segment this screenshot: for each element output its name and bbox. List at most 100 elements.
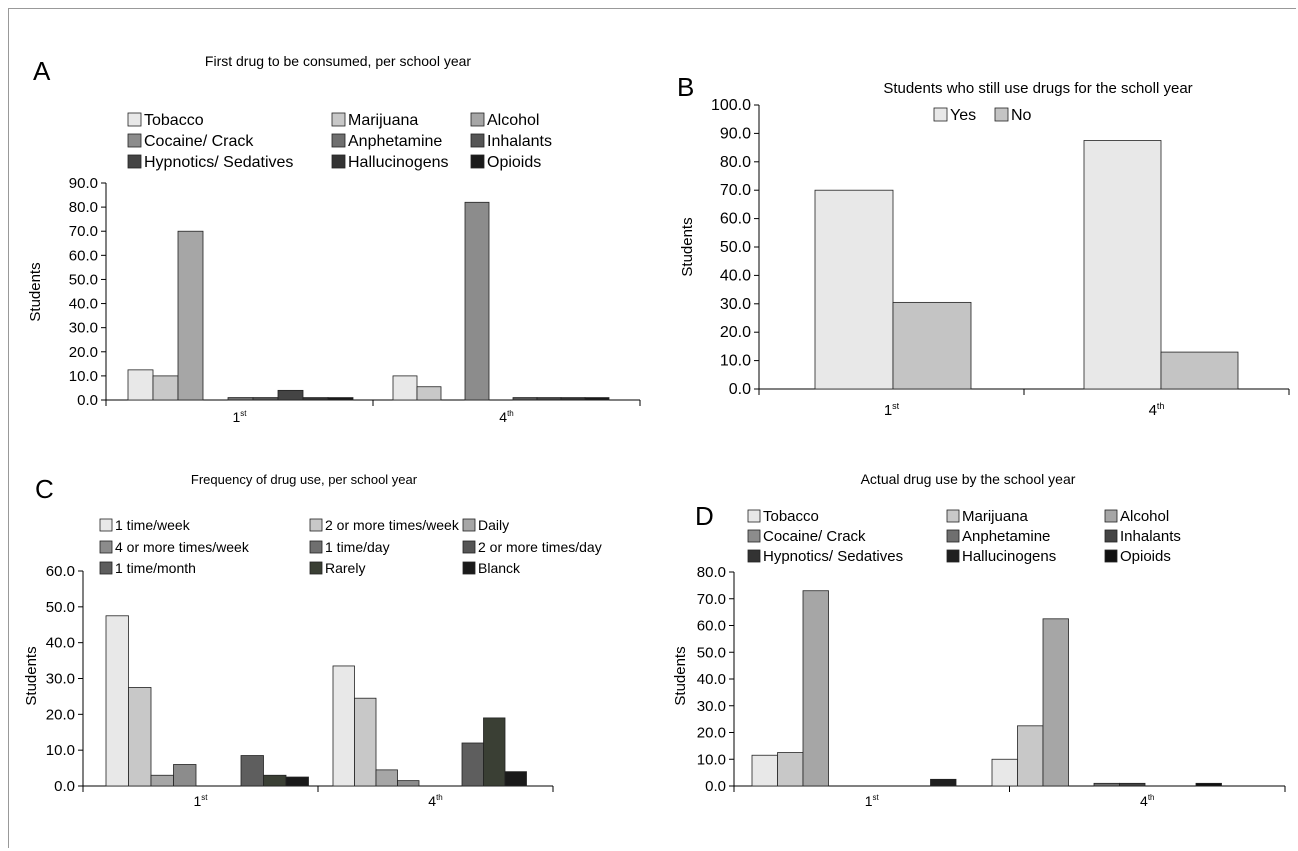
y-tick-label: 70.0 bbox=[697, 591, 726, 608]
bar bbox=[584, 397, 610, 401]
y-tick-label: 60.0 bbox=[46, 563, 75, 580]
legend-swatch bbox=[747, 529, 761, 543]
bar bbox=[512, 397, 538, 401]
legend-label: Opioids bbox=[1120, 548, 1171, 565]
chart-title: Actual drug use by the school year bbox=[861, 471, 1076, 487]
y-axis-label: Students bbox=[27, 262, 44, 321]
legend-swatch bbox=[946, 549, 960, 563]
bar bbox=[1119, 782, 1146, 787]
legend-label: 1 time/day bbox=[325, 539, 390, 555]
y-tick-label: 50.0 bbox=[697, 644, 726, 661]
bar bbox=[354, 697, 377, 787]
bar bbox=[814, 189, 894, 390]
y-axis-label: Students bbox=[672, 646, 689, 705]
legend-label: 1 time/month bbox=[115, 560, 196, 576]
y-tick-label: 0.0 bbox=[705, 778, 726, 795]
legend-label: Tobacco bbox=[763, 508, 819, 525]
legend-swatch bbox=[1104, 549, 1118, 563]
bar bbox=[483, 717, 506, 787]
legend-swatch bbox=[470, 133, 485, 148]
bar bbox=[105, 615, 129, 787]
bar bbox=[240, 755, 264, 787]
legend-label: Inhalants bbox=[1120, 528, 1181, 545]
bar bbox=[127, 369, 154, 401]
y-tick-label: 40.0 bbox=[46, 635, 75, 652]
y-tick-label: 50.0 bbox=[69, 271, 98, 288]
legend-label: Hallucinogens bbox=[962, 548, 1056, 565]
y-tick-label: 10.0 bbox=[46, 742, 75, 759]
chart-title: Students who still use drugs for the sch… bbox=[883, 80, 1192, 97]
y-tick-label: 60.0 bbox=[720, 211, 751, 228]
x-tick-label: 4th bbox=[1140, 793, 1154, 809]
bar bbox=[1083, 140, 1162, 390]
y-axis-label: Students bbox=[23, 646, 40, 705]
y-axis-label: Students bbox=[679, 217, 696, 276]
legend-label: Cocaine/ Crack bbox=[144, 133, 254, 150]
legend-swatch bbox=[462, 540, 476, 554]
chart-title: Frequency of drug use, per school year bbox=[191, 472, 418, 487]
legend-label: Tobacco bbox=[144, 112, 204, 129]
bar bbox=[461, 742, 484, 787]
legend-swatch bbox=[1104, 509, 1118, 523]
panel-label: C bbox=[35, 474, 54, 504]
legend-label: No bbox=[1011, 107, 1032, 124]
chart-panel-b: B Students who still use drugs for the sc… bbox=[677, 72, 1290, 419]
bar bbox=[1042, 618, 1069, 787]
bar bbox=[392, 375, 418, 401]
bar bbox=[285, 776, 309, 787]
bar bbox=[930, 778, 957, 787]
x-tick-label: 4th bbox=[499, 409, 513, 425]
legend-swatch bbox=[462, 561, 476, 575]
legend-swatch bbox=[127, 154, 142, 169]
y-tick-label: 40.0 bbox=[69, 296, 98, 313]
y-tick-label: 100.0 bbox=[711, 97, 751, 114]
x-tick-label: 1st bbox=[193, 793, 208, 809]
legend-swatch bbox=[331, 133, 346, 148]
legend-label: Alcohol bbox=[487, 112, 539, 129]
y-tick-label: 20.0 bbox=[69, 344, 98, 361]
legend-swatch bbox=[946, 529, 960, 543]
legend-label: Yes bbox=[950, 107, 976, 124]
bar bbox=[397, 780, 420, 787]
legend-label: Marijuana bbox=[962, 508, 1029, 525]
y-tick-label: 10.0 bbox=[69, 368, 98, 385]
bar bbox=[152, 375, 179, 401]
bar bbox=[277, 389, 304, 401]
bar bbox=[302, 397, 329, 401]
legend-swatch bbox=[309, 561, 323, 575]
chart-panel-c: C Frequency of drug use, per school year 1… bbox=[23, 472, 602, 809]
bar bbox=[1017, 725, 1044, 787]
legend-swatch bbox=[470, 154, 485, 169]
legend-swatch bbox=[1104, 529, 1118, 543]
legend-label: Daily bbox=[478, 517, 509, 533]
legend-label: Rarely bbox=[325, 560, 365, 576]
legend-swatch bbox=[331, 154, 346, 169]
legend-swatch bbox=[946, 509, 960, 523]
bar bbox=[1160, 351, 1239, 390]
y-tick-label: 70.0 bbox=[720, 182, 751, 199]
y-tick-label: 30.0 bbox=[69, 320, 98, 337]
chart-title: First drug to be consumed, per school ye… bbox=[205, 53, 471, 69]
y-tick-label: 0.0 bbox=[54, 778, 75, 795]
legend-label: Anphetamine bbox=[348, 133, 442, 150]
y-tick-label: 10.0 bbox=[697, 751, 726, 768]
legend-label: Cocaine/ Crack bbox=[763, 528, 866, 545]
legend-label: Hypnotics/ Sedatives bbox=[144, 154, 293, 171]
y-tick-label: 20.0 bbox=[720, 324, 751, 341]
bar bbox=[332, 665, 355, 787]
legend-swatch bbox=[747, 509, 761, 523]
legend-label: Opioids bbox=[487, 154, 541, 171]
y-tick-label: 0.0 bbox=[729, 381, 751, 398]
y-tick-label: 60.0 bbox=[697, 618, 726, 635]
y-tick-label: 40.0 bbox=[697, 671, 726, 688]
y-tick-label: 50.0 bbox=[720, 239, 751, 256]
bar bbox=[1093, 782, 1120, 787]
legend-swatch bbox=[99, 540, 113, 554]
bar bbox=[560, 397, 586, 401]
y-tick-label: 90.0 bbox=[720, 125, 751, 142]
bar bbox=[173, 764, 197, 787]
x-tick-label: 1st bbox=[884, 401, 900, 419]
legend-label: 4 or more times/week bbox=[115, 539, 250, 555]
